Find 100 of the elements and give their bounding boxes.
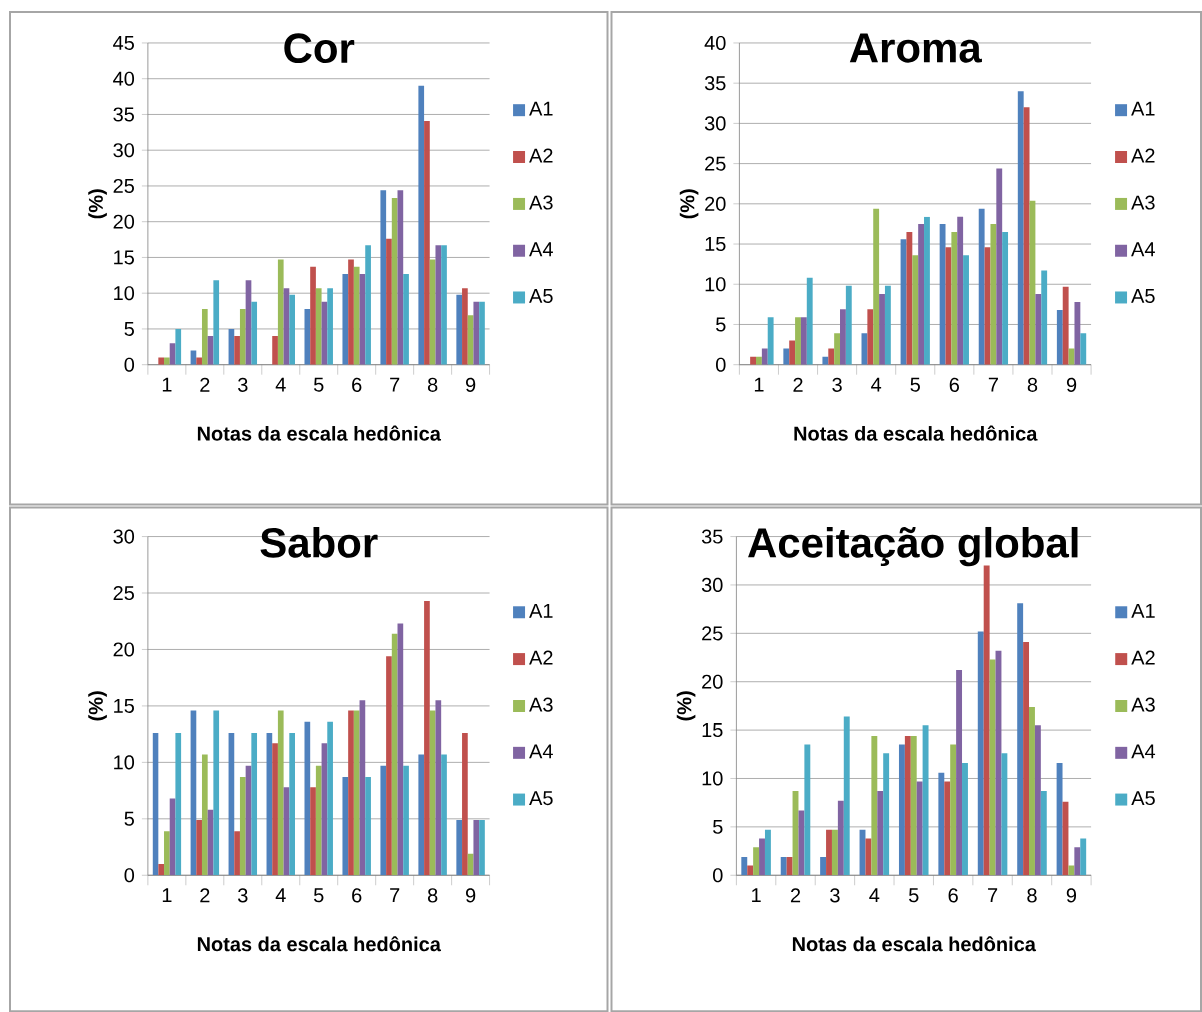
y-tick-label: 10 <box>705 277 726 292</box>
bar <box>837 800 844 876</box>
bar <box>843 716 850 876</box>
bar <box>353 710 360 876</box>
legend-label: A4 <box>529 744 553 759</box>
bar <box>912 255 919 365</box>
x-tick-label: 4 <box>275 888 286 902</box>
x-tick-label: 2 <box>200 888 210 903</box>
x-tick-label: 8 <box>427 888 438 903</box>
bar <box>922 725 929 876</box>
bar <box>289 732 295 876</box>
x-tick-label: 9 <box>1066 377 1077 392</box>
y-axis-title: (%) <box>88 691 107 721</box>
x-tick-label: 2 <box>790 888 801 903</box>
x-axis-title: Notas da escala hedônica <box>794 425 1038 441</box>
bar <box>780 856 787 876</box>
y-tick-label: 25 <box>702 626 723 641</box>
bar <box>806 277 813 365</box>
bar <box>879 293 885 365</box>
bar <box>462 732 468 876</box>
bar <box>800 317 807 365</box>
bar <box>304 308 311 365</box>
bar <box>304 721 311 876</box>
legend-label: A2 <box>1131 148 1155 163</box>
bar <box>213 280 220 365</box>
y-tick-label: 15 <box>114 698 134 713</box>
y-tick-label: 20 <box>113 214 135 229</box>
x-tick-label: 4 <box>869 888 880 902</box>
chart-title: Aroma <box>849 33 982 63</box>
bar <box>963 255 969 365</box>
y-tick-label: 40 <box>113 71 135 86</box>
y-tick-label: 30 <box>113 529 135 544</box>
x-tick-label: 2 <box>793 377 803 392</box>
legend-label: A3 <box>529 697 553 712</box>
y-tick-label: 15 <box>702 723 723 737</box>
legend-label: A3 <box>1131 195 1155 210</box>
x-axis-title: Notas da escala hedônica <box>197 936 442 952</box>
x-tick-label: 9 <box>465 888 476 903</box>
x-tick-label: 5 <box>909 888 919 903</box>
chart-title: Sabor <box>260 526 378 558</box>
bar <box>175 732 182 876</box>
y-tick-label: 10 <box>702 771 723 786</box>
y-tick-label: 25 <box>113 585 134 600</box>
y-tick-label: 5 <box>713 819 723 834</box>
bar <box>473 819 480 876</box>
bar <box>764 829 771 876</box>
bar <box>1080 333 1087 365</box>
x-tick-label: 9 <box>1066 888 1077 903</box>
bar <box>365 776 371 876</box>
legend-label: A2 <box>529 148 553 163</box>
bar <box>348 259 354 365</box>
bar <box>804 744 811 876</box>
x-tick-label: 1 <box>754 377 764 392</box>
bar <box>315 765 322 876</box>
y-tick-label: 0 <box>124 868 135 883</box>
x-tick-label: 3 <box>237 377 248 392</box>
x-tick-label: 9 <box>465 377 476 392</box>
bar <box>1023 107 1030 365</box>
y-tick-label: 0 <box>716 357 726 372</box>
bar <box>456 294 463 365</box>
bar <box>327 288 333 365</box>
bar <box>386 656 392 876</box>
bar <box>391 198 398 365</box>
legend-label: A5 <box>529 791 553 806</box>
bar <box>1017 603 1024 876</box>
y-tick-label: 5 <box>124 811 134 826</box>
bar <box>871 735 878 876</box>
legend-label: A4 <box>1131 242 1155 257</box>
bar <box>944 781 951 876</box>
bar <box>277 710 284 876</box>
x-tick-label: 4 <box>871 377 882 392</box>
bar <box>201 308 208 365</box>
y-tick-label: 20 <box>705 196 726 211</box>
x-tick-label: 5 <box>910 377 920 392</box>
x-tick-label: 6 <box>948 888 958 903</box>
bar <box>918 223 925 365</box>
bar <box>158 863 165 876</box>
legend-label: A3 <box>529 195 553 210</box>
bar <box>747 865 754 876</box>
x-tick-label: 8 <box>427 377 438 392</box>
legend-label: A5 <box>1131 791 1155 806</box>
bar <box>877 791 884 876</box>
bar <box>956 670 963 876</box>
bar <box>983 565 990 876</box>
bar <box>1056 309 1063 365</box>
bar <box>277 259 284 365</box>
x-tick-label: 3 <box>832 377 842 392</box>
y-tick-label: 35 <box>113 107 134 122</box>
bar <box>826 829 832 876</box>
bar <box>786 856 793 876</box>
bar <box>418 85 425 365</box>
bar <box>990 223 997 365</box>
y-tick-label: 35 <box>704 76 726 91</box>
x-tick-label: 6 <box>949 377 960 392</box>
y-tick-label: 5 <box>124 321 134 336</box>
bar <box>348 710 354 876</box>
bar <box>435 700 442 876</box>
bar <box>962 762 968 876</box>
legend-label: A5 <box>1131 289 1155 303</box>
bar <box>1017 91 1024 365</box>
